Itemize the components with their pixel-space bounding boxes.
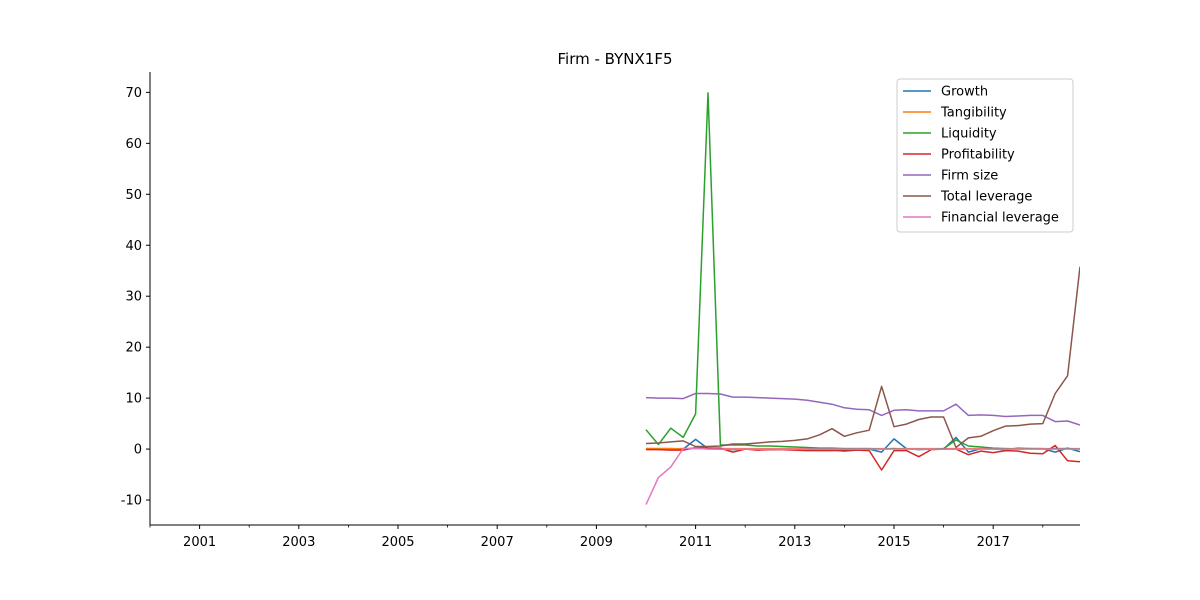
y-tick-label-7: 60 xyxy=(125,137,142,152)
x-tick-label-8: 2017 xyxy=(977,535,1010,550)
y-tick-label-8: 70 xyxy=(125,86,142,101)
y-tick-label-0: -10 xyxy=(121,494,142,509)
legend-label-5: Total leverage xyxy=(940,190,1032,205)
y-tick-label-5: 40 xyxy=(125,239,142,254)
legend-label-4: Firm size xyxy=(941,169,998,184)
legend-label-2: Liquidity xyxy=(941,127,997,142)
axes: -10 0 10 20 30 40 50 60 70 2001 2003 2005 2007 2009 20… xyxy=(121,72,1080,550)
y-tick-label-2: 10 xyxy=(125,392,142,407)
x-tick-label-7: 2015 xyxy=(877,535,910,550)
legend-box xyxy=(896,78,1074,233)
legend: Growth Tangibility Liquidity Profitability F… xyxy=(896,78,1074,233)
series-line-5 xyxy=(645,266,1080,449)
x-tick-label-6: 2013 xyxy=(778,535,811,550)
series-line-4 xyxy=(645,392,1080,426)
legend-label-6: Financial leverage xyxy=(941,211,1059,226)
x-tick-label-1: 2003 xyxy=(282,535,315,550)
y-tick-label-3: 20 xyxy=(125,341,142,356)
series-line-3 xyxy=(646,444,1080,471)
legend-label-0: Growth xyxy=(941,85,988,100)
x-tick-label-0: 2001 xyxy=(183,535,216,550)
x-tick-label-5: 2011 xyxy=(679,535,712,550)
y-tick-label-6: 50 xyxy=(125,188,142,203)
x-tick-label-2: 2005 xyxy=(381,535,414,550)
y-tick-label-1: 0 xyxy=(134,443,142,458)
x-tick-label-3: 2007 xyxy=(481,535,514,550)
legend-label-1: Tangibility xyxy=(940,106,1007,121)
chart-title: Firm - BYNX1F5 xyxy=(557,50,672,68)
legend-label-3: Profitability xyxy=(941,148,1015,163)
series-line-6 xyxy=(645,447,1080,505)
plot-lines xyxy=(645,92,1080,505)
y-tick-label-4: 30 xyxy=(125,290,142,305)
x-tick-label-4: 2009 xyxy=(580,535,613,550)
